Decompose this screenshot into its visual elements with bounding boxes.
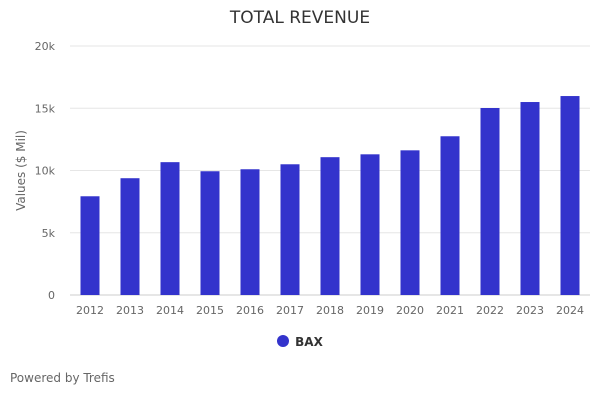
x-tick-label: 2015	[196, 304, 224, 317]
x-tick-label: 2020	[396, 304, 424, 317]
bar[interactable]	[120, 178, 140, 295]
bar[interactable]	[280, 164, 300, 295]
bar[interactable]	[80, 196, 100, 295]
x-tick-label: 2019	[356, 304, 384, 317]
y-tick-label: 20k	[35, 40, 56, 53]
x-tick-label: 2017	[276, 304, 304, 317]
bar[interactable]	[160, 162, 180, 295]
bar[interactable]	[360, 154, 380, 295]
credit-text: Powered by Trefis	[10, 371, 115, 385]
y-tick-label: 10k	[35, 165, 56, 178]
x-tick-label: 2023	[516, 304, 544, 317]
chart-title: TOTAL REVENUE	[229, 8, 371, 28]
bar[interactable]	[320, 157, 340, 295]
bar[interactable]	[440, 136, 460, 295]
y-tick-label: 15k	[35, 102, 56, 115]
bar[interactable]	[520, 102, 540, 296]
bar[interactable]	[240, 169, 260, 295]
y-tick-label: 5k	[42, 227, 56, 240]
y-axis-label: Values ($ Mil)	[14, 130, 28, 211]
legend[interactable]: BAX	[0, 335, 600, 349]
y-tick-label: 0	[48, 289, 55, 302]
x-tick-label: 2024	[556, 304, 584, 317]
bar[interactable]	[480, 108, 500, 295]
bar[interactable]	[560, 96, 580, 295]
bar[interactable]	[200, 171, 220, 295]
x-tick-label: 2016	[236, 304, 264, 317]
x-tick-label: 2022	[476, 304, 504, 317]
x-tick-label: 2021	[436, 304, 464, 317]
bar-chart: 0 5k 10k 15k 20k Values ($ Mil) 2012 2013 2014 20…	[14, 40, 590, 317]
legend-marker	[277, 335, 290, 347]
x-tick-label: 2012	[76, 304, 104, 317]
bar[interactable]	[400, 150, 420, 295]
x-tick-label: 2018	[316, 304, 344, 317]
legend-label: BAX	[295, 335, 323, 349]
x-tick-label: 2014	[156, 304, 184, 317]
x-tick-label: 2013	[116, 304, 144, 317]
